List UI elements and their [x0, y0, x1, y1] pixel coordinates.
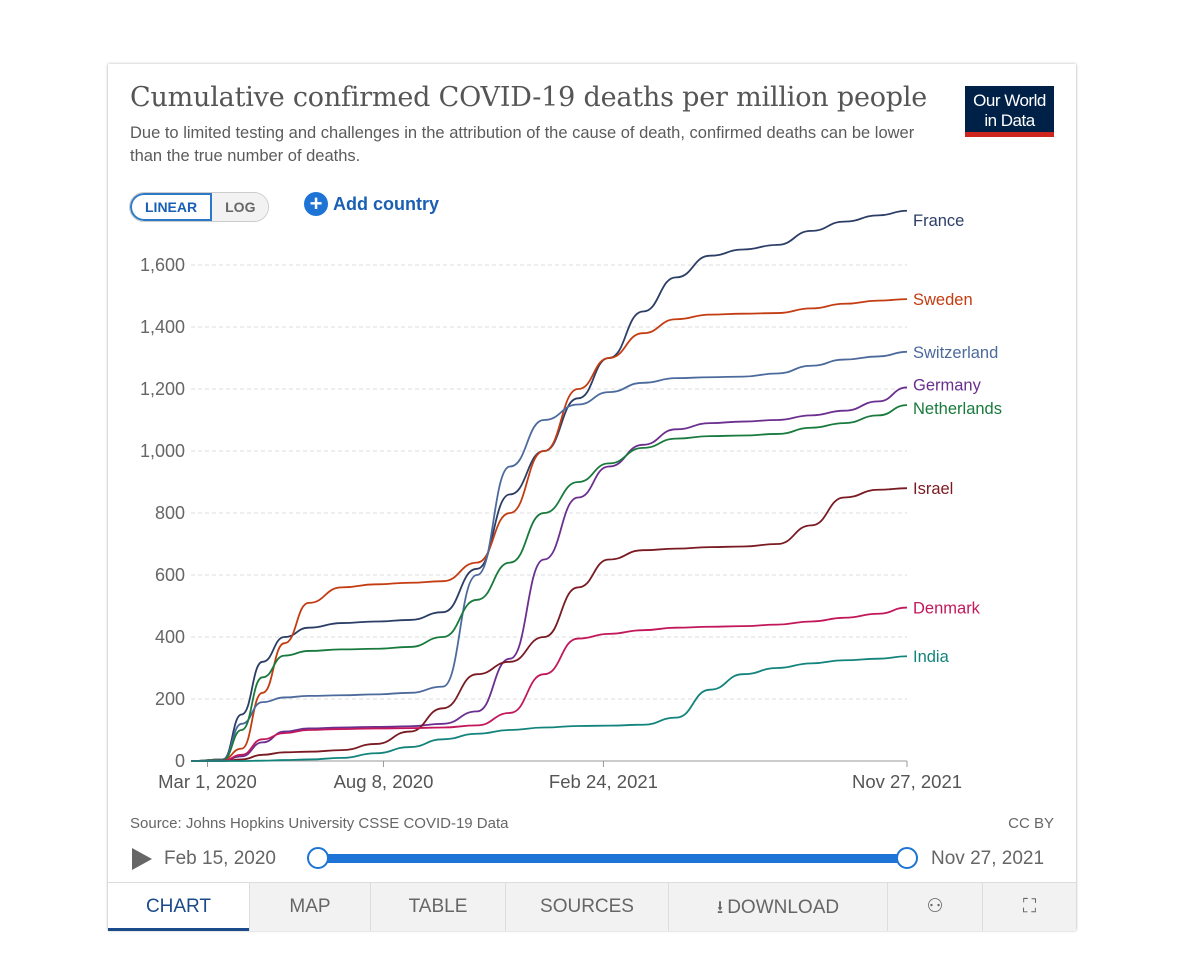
- series-label-india: India: [913, 648, 950, 666]
- series-line-denmark: [190, 606, 908, 762]
- tab-bar: CHART MAP TABLE SOURCES ⭳ DOWNLOAD ⚇ ⛶: [108, 882, 1076, 931]
- download-label: DOWNLOAD: [727, 897, 840, 918]
- chart-card: Cumulative confirmed COVID-19 deaths per…: [108, 64, 1076, 931]
- chart-subtitle: Due to limited testing and challenges in…: [130, 124, 915, 165]
- play-icon[interactable]: [132, 848, 152, 870]
- y-tick-label: 400: [155, 627, 185, 647]
- fullscreen-icon: ⛶: [1022, 896, 1037, 917]
- y-tick-label: 800: [155, 503, 185, 523]
- series-line-switzerland: [190, 350, 908, 762]
- timeline-slider: Feb 15, 2020 Nov 27, 2021: [108, 844, 1076, 874]
- plus-circle-icon: +: [304, 192, 328, 216]
- timeline-track[interactable]: [318, 854, 908, 863]
- logo-line-1: Our World: [973, 91, 1046, 110]
- linear-scale-button[interactable]: LINEAR: [130, 193, 213, 221]
- add-country-button[interactable]: + Add country: [304, 192, 439, 216]
- series-label-switzerland: Switzerland: [913, 344, 998, 362]
- tab-table[interactable]: TABLE: [370, 883, 505, 931]
- logo-line-2: in Data: [984, 111, 1035, 130]
- series-label-sweden: Sweden: [913, 291, 973, 309]
- series-line-netherlands: [190, 404, 908, 762]
- y-tick-label: 1,200: [140, 379, 185, 399]
- x-tick-label: Aug 8, 2020: [334, 771, 434, 792]
- source-note: Source: Johns Hopkins University CSSE CO…: [130, 815, 509, 832]
- owid-logo[interactable]: Our World in Data: [965, 86, 1054, 137]
- series-label-israel: Israel: [913, 480, 953, 498]
- timeline-start-label: Feb 15, 2020: [164, 848, 276, 869]
- fullscreen-button[interactable]: ⛶: [982, 883, 1076, 931]
- x-tick-label: Mar 1, 2020: [158, 771, 257, 792]
- series-line-germany: [190, 386, 908, 762]
- scale-toggle: LINEAR LOG: [129, 192, 270, 222]
- series-label-france: France: [913, 212, 964, 230]
- series-line-israel: [190, 487, 908, 762]
- y-tick-label: 600: [155, 565, 185, 585]
- timeline-end-handle[interactable]: [896, 847, 918, 869]
- log-scale-button[interactable]: LOG: [212, 193, 269, 221]
- tab-download[interactable]: ⭳ DOWNLOAD: [668, 883, 887, 931]
- series-label-germany: Germany: [913, 376, 982, 394]
- add-country-label: Add country: [333, 193, 439, 214]
- tab-chart[interactable]: CHART: [108, 883, 249, 931]
- series-line-india: [190, 655, 908, 762]
- timeline-start-handle[interactable]: [307, 847, 329, 869]
- y-tick-label: 1,600: [140, 255, 185, 275]
- tab-map[interactable]: MAP: [249, 883, 370, 931]
- share-icon: ⚇: [926, 896, 944, 917]
- y-tick-label: 1,400: [140, 317, 185, 337]
- series-label-netherlands: Netherlands: [913, 400, 1002, 418]
- tab-sources[interactable]: SOURCES: [505, 883, 668, 931]
- line-chart: 0 200 400 600 800 1,000 1,200 1,400 1,600 Mar 1, …: [140, 209, 1002, 792]
- series-label-denmark: Denmark: [913, 600, 981, 618]
- share-button[interactable]: ⚇: [887, 883, 982, 931]
- x-tick-label: Nov 27, 2021: [852, 771, 962, 792]
- y-tick-label: 0: [175, 751, 185, 771]
- series-line-france: [190, 209, 908, 762]
- x-tick-label: Feb 24, 2021: [549, 771, 658, 792]
- download-icon: ⭳: [716, 897, 724, 917]
- chart-title: Cumulative confirmed COVID-19 deaths per…: [130, 82, 928, 113]
- timeline-end-label: Nov 27, 2021: [931, 848, 1045, 869]
- license-link[interactable]: CC BY: [1008, 815, 1054, 832]
- series-line-sweden: [190, 298, 908, 762]
- y-tick-label: 200: [155, 689, 185, 709]
- y-tick-label: 1,000: [140, 441, 185, 461]
